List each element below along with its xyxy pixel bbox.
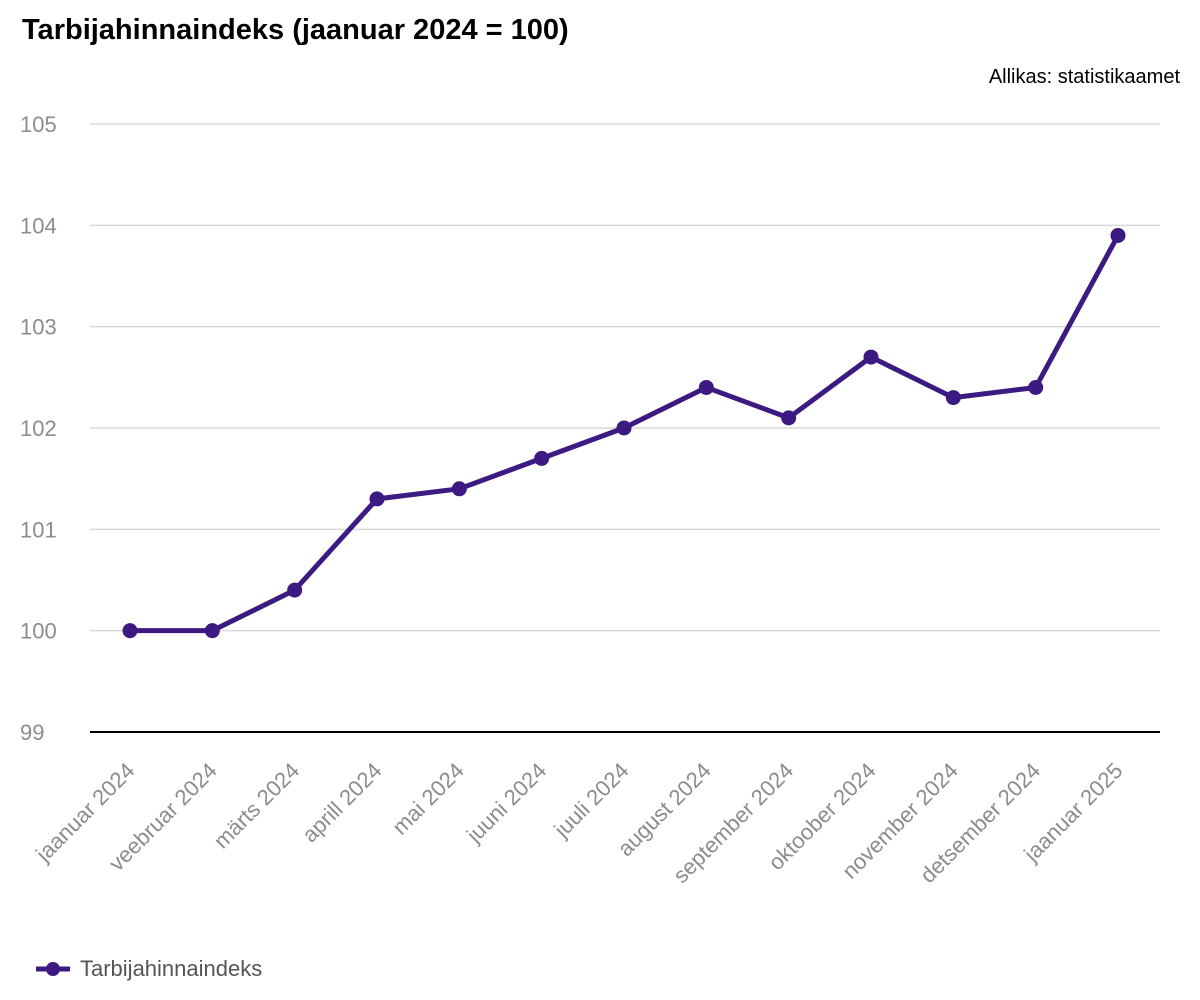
line-chart: 99 100 101 102 103 104 105 jaanuar 2024veebrua… (20, 112, 1160, 888)
chart-title: Tarbijahinnaindeks (jaanuar 2024 = 100) (22, 14, 569, 46)
x-tick-label: juuni 2024 (461, 758, 551, 848)
data-point[interactable] (287, 582, 303, 598)
y-tick-label: 101 (20, 517, 57, 542)
data-point[interactable] (863, 349, 879, 365)
data-point[interactable] (1110, 227, 1126, 243)
legend-label: Tarbijahinnaindeks (80, 956, 263, 981)
data-point[interactable] (698, 379, 714, 395)
y-tick-label: 100 (20, 619, 57, 644)
y-tick-label: 99 (20, 720, 44, 745)
data-point[interactable] (534, 450, 550, 466)
x-tick-label: aprill 2024 (297, 758, 386, 847)
data-point[interactable] (451, 481, 467, 497)
legend-line-marker-icon (36, 962, 70, 976)
series-tarbijahinnaindeks[interactable] (122, 227, 1126, 639)
y-tick-label: 104 (20, 213, 57, 238)
x-tick-label: juuli 2024 (549, 758, 634, 843)
y-axis-tick-labels: 99 100 101 102 103 104 105 (20, 112, 57, 745)
data-point[interactable] (781, 410, 797, 426)
data-point[interactable] (204, 623, 220, 639)
gridlines (90, 123, 1160, 632)
y-tick-label: 102 (20, 416, 57, 441)
x-tick-label: mai 2024 (387, 758, 469, 840)
data-point[interactable] (945, 390, 961, 406)
data-point[interactable] (122, 623, 138, 639)
data-point[interactable] (1028, 379, 1044, 395)
data-point[interactable] (369, 491, 385, 507)
source-note: Allikas: statistikaamet (988, 66, 1180, 88)
legend[interactable]: Tarbijahinnaindeks (36, 956, 262, 982)
x-tick-label: märts 2024 (209, 758, 305, 854)
y-tick-label: 105 (20, 112, 57, 137)
data-point[interactable] (616, 420, 632, 436)
y-tick-label: 103 (20, 315, 57, 340)
